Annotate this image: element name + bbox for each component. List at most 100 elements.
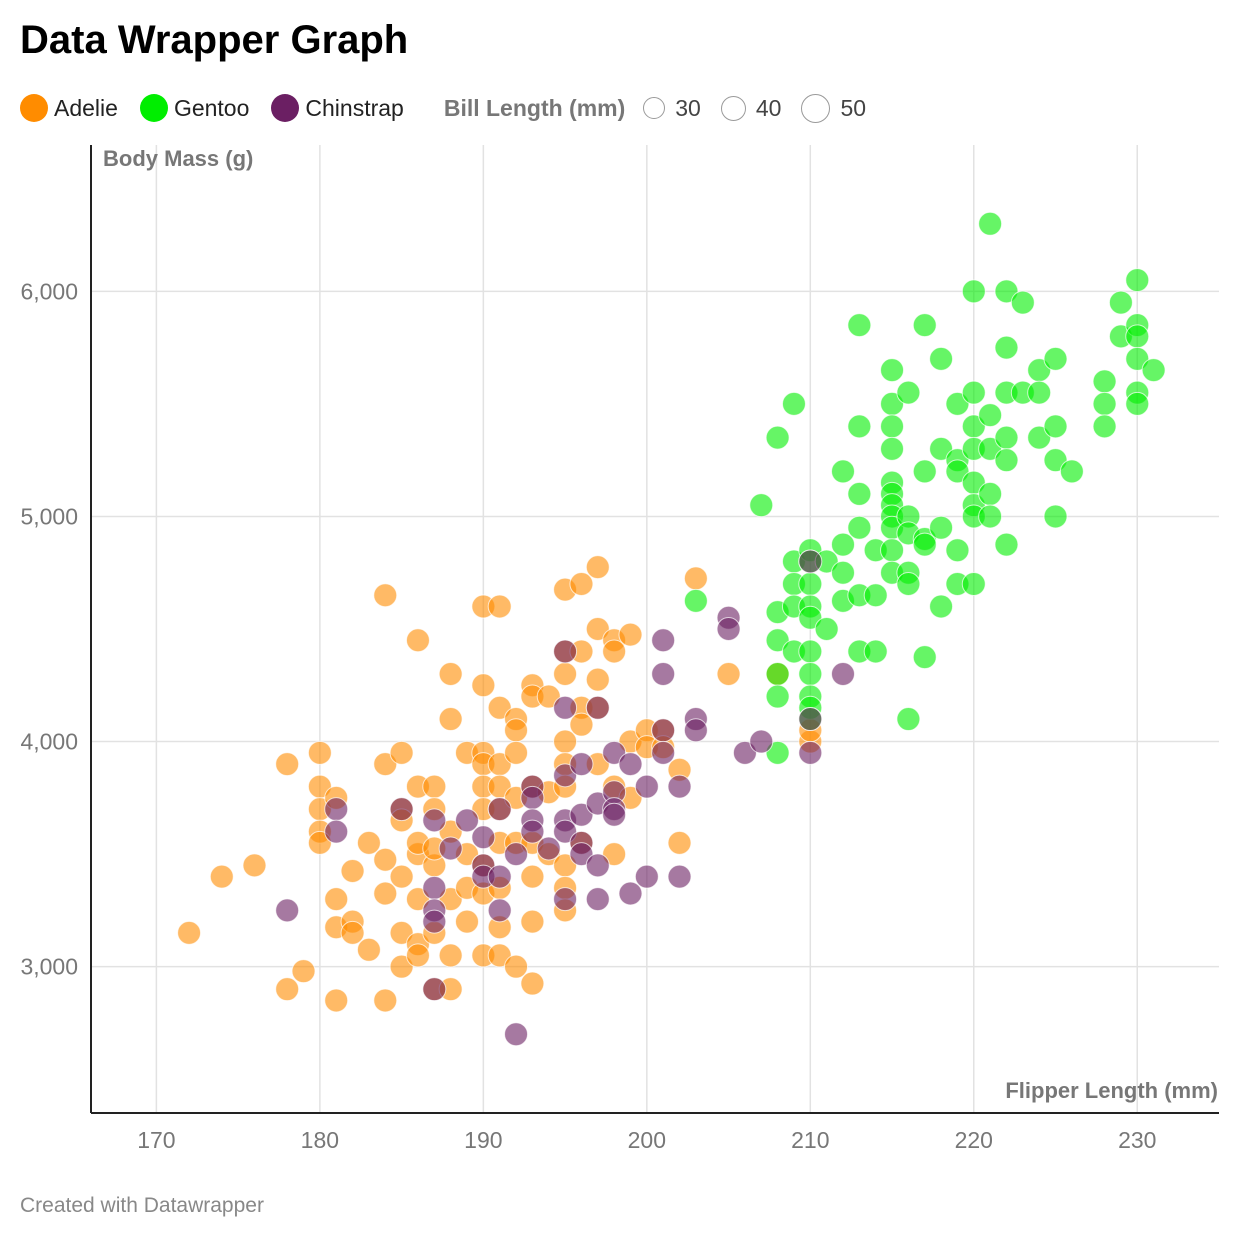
data-point-gentoo[interactable]	[961, 279, 986, 304]
data-point-gentoo[interactable]	[798, 571, 823, 596]
data-point-gentoo[interactable]	[1092, 391, 1117, 416]
data-point-adelie[interactable]	[340, 859, 365, 883]
data-point-gentoo[interactable]	[1059, 459, 1084, 484]
data-point-chinstrap[interactable]	[667, 774, 692, 799]
data-point-gentoo[interactable]	[1043, 346, 1068, 371]
data-point-gentoo[interactable]	[847, 313, 872, 338]
data-point-adelie[interactable]	[373, 881, 398, 906]
data-point-gentoo[interactable]	[863, 639, 888, 664]
data-point-gentoo[interactable]	[1092, 414, 1117, 439]
data-point-gentoo[interactable]	[880, 436, 905, 461]
data-point-adelie[interactable]	[667, 830, 692, 855]
data-point-chinstrap[interactable]	[487, 898, 512, 923]
data-point-adelie[interactable]	[405, 943, 430, 968]
data-point-gentoo[interactable]	[880, 358, 905, 383]
data-point-chinstrap[interactable]	[324, 819, 349, 844]
data-point-gentoo[interactable]	[1125, 391, 1150, 416]
data-point-chinstrap[interactable]	[651, 718, 676, 743]
data-point-adelie[interactable]	[585, 555, 610, 580]
data-point-adelie[interactable]	[553, 729, 578, 754]
data-point-adelie[interactable]	[716, 662, 741, 687]
data-point-gentoo[interactable]	[912, 459, 937, 484]
data-point-adelie[interactable]	[553, 662, 578, 687]
data-point-gentoo[interactable]	[847, 515, 872, 540]
data-point-adelie[interactable]	[324, 887, 349, 912]
data-point-gentoo[interactable]	[978, 504, 1003, 529]
data-point-gentoo[interactable]	[765, 662, 790, 687]
data-point-gentoo[interactable]	[1125, 268, 1150, 293]
data-point-adelie[interactable]	[422, 774, 447, 799]
data-point-gentoo[interactable]	[847, 481, 872, 506]
data-point-gentoo[interactable]	[831, 459, 855, 484]
data-point-adelie[interactable]	[520, 909, 545, 934]
data-point-adelie[interactable]	[405, 628, 430, 653]
data-point-adelie[interactable]	[569, 571, 594, 596]
data-point-chinstrap[interactable]	[716, 617, 741, 641]
data-point-gentoo[interactable]	[994, 448, 1019, 473]
data-point-gentoo[interactable]	[929, 346, 954, 371]
data-point-adelie[interactable]	[602, 639, 627, 664]
data-point-gentoo[interactable]	[961, 380, 986, 405]
data-point-gentoo[interactable]	[831, 532, 855, 557]
data-point-adelie[interactable]	[389, 740, 414, 765]
data-point-adelie[interactable]	[242, 853, 267, 878]
data-point-gentoo[interactable]	[1043, 414, 1068, 439]
data-point-chinstrap[interactable]	[422, 977, 447, 1002]
data-point-gentoo[interactable]	[880, 538, 905, 563]
data-point-adelie[interactable]	[504, 718, 529, 743]
data-point-gentoo[interactable]	[945, 538, 970, 563]
data-point-adelie[interactable]	[356, 937, 381, 962]
data-point-chinstrap[interactable]	[749, 729, 774, 754]
data-point-adelie[interactable]	[389, 864, 414, 889]
data-point-adelie[interactable]	[585, 667, 610, 692]
data-point-chinstrap[interactable]	[798, 707, 823, 732]
data-point-gentoo[interactable]	[929, 594, 954, 619]
data-point-adelie[interactable]	[356, 830, 381, 855]
data-point-adelie[interactable]	[520, 971, 545, 996]
data-point-adelie[interactable]	[340, 920, 365, 945]
data-point-adelie[interactable]	[438, 662, 463, 687]
data-point-chinstrap[interactable]	[553, 695, 578, 720]
data-point-gentoo[interactable]	[1092, 369, 1117, 394]
data-point-gentoo[interactable]	[978, 211, 1003, 236]
data-point-gentoo[interactable]	[1141, 358, 1166, 383]
data-point-adelie[interactable]	[618, 622, 643, 647]
data-point-adelie[interactable]	[324, 988, 349, 1013]
data-point-adelie[interactable]	[504, 954, 529, 979]
data-point-gentoo[interactable]	[961, 571, 986, 596]
data-point-chinstrap[interactable]	[553, 887, 578, 912]
data-point-chinstrap[interactable]	[651, 740, 676, 765]
data-point-adelie[interactable]	[487, 594, 512, 619]
data-point-chinstrap[interactable]	[831, 662, 855, 687]
data-point-gentoo[interactable]	[994, 532, 1019, 557]
data-point-gentoo[interactable]	[683, 588, 708, 613]
legend-item-gentoo[interactable]: Gentoo	[139, 94, 249, 122]
data-point-chinstrap[interactable]	[585, 695, 610, 720]
legend-item-chinstrap[interactable]: Chinstrap	[271, 94, 404, 122]
data-point-gentoo[interactable]	[1027, 380, 1052, 405]
data-point-chinstrap[interactable]	[536, 836, 561, 861]
data-point-chinstrap[interactable]	[422, 808, 447, 833]
data-point-chinstrap[interactable]	[553, 639, 578, 664]
data-point-chinstrap[interactable]	[585, 853, 610, 878]
data-point-chinstrap[interactable]	[471, 825, 496, 850]
data-point-chinstrap[interactable]	[324, 797, 349, 822]
data-point-chinstrap[interactable]	[504, 1022, 529, 1047]
data-point-gentoo[interactable]	[863, 583, 888, 608]
data-point-gentoo[interactable]	[847, 414, 872, 439]
data-point-chinstrap[interactable]	[618, 881, 643, 906]
data-point-adelie[interactable]	[455, 909, 479, 934]
data-point-gentoo[interactable]	[765, 684, 790, 709]
data-point-adelie[interactable]	[275, 977, 300, 1002]
data-point-adelie[interactable]	[569, 712, 594, 737]
data-point-chinstrap[interactable]	[422, 875, 447, 900]
data-point-gentoo[interactable]	[798, 639, 823, 664]
data-point-chinstrap[interactable]	[683, 718, 708, 743]
data-point-chinstrap[interactable]	[651, 662, 676, 687]
data-point-gentoo[interactable]	[831, 560, 855, 585]
data-point-gentoo[interactable]	[814, 617, 839, 641]
legend-item-adelie[interactable]: Adelie	[20, 94, 118, 122]
data-point-chinstrap[interactable]	[422, 909, 447, 934]
data-point-gentoo[interactable]	[912, 645, 937, 670]
data-point-gentoo[interactable]	[896, 571, 921, 596]
